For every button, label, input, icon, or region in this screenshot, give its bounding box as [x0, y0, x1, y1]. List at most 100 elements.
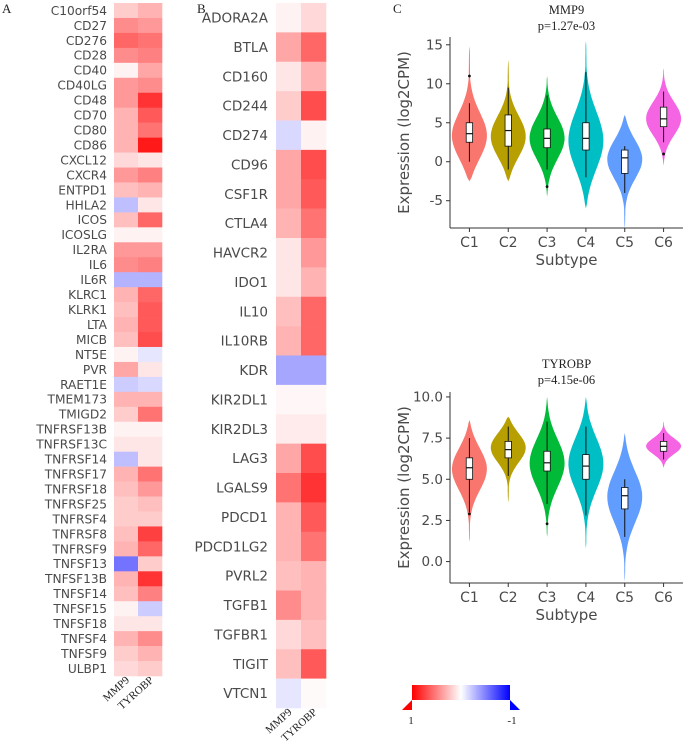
chart-title: TYROBP — [542, 357, 591, 371]
heat-cell-tnfsf14-mmp9 — [114, 586, 139, 602]
row-label-adora2a: ADORA2A — [202, 11, 269, 27]
heat-cell-pdcd1-mmp9 — [276, 502, 302, 533]
heat-cell-btla-tyrobp — [301, 32, 327, 63]
box-c1 — [465, 122, 474, 143]
x-tick-label-c5: C5 — [615, 590, 634, 606]
y-tick-label: -5 — [430, 193, 443, 209]
heat-cell-tnfsf13b-tyrobp — [138, 571, 163, 587]
row-label-hhla2: HHLA2 — [66, 198, 108, 212]
heat-cell-tnfsf9-mmp9 — [114, 646, 139, 662]
heat-cell-pdcd1-tyrobp — [301, 502, 327, 533]
chart-subtitle: p=4.15e-06 — [538, 373, 595, 387]
row-label-tnfsf13b: TNFSF13B — [44, 572, 107, 586]
x-tick-label-c4: C4 — [577, 235, 596, 251]
heat-cell-icoslg-mmp9 — [114, 227, 139, 243]
x-tick-label-c3: C3 — [538, 590, 557, 606]
x-tick-label-c5: C5 — [615, 235, 634, 251]
x-tick-label-c1: C1 — [460, 590, 479, 606]
heat-cell-c10orf54-mmp9 — [114, 3, 139, 19]
row-label-tnfrsf8: TNFRSF8 — [51, 527, 107, 541]
row-label-il6r: IL6R — [80, 273, 107, 287]
y-tick-label: 5 — [434, 115, 443, 131]
heat-cell-icoslg-tyrobp — [138, 227, 163, 243]
row-label-ctla4: CTLA4 — [225, 216, 268, 232]
heat-cell-micb-mmp9 — [114, 332, 139, 348]
heat-cell-ulbp1-mmp9 — [114, 661, 139, 677]
heat-cell-cd40lg-mmp9 — [114, 77, 139, 94]
row-label-tnfrsf25: TNFRSF25 — [44, 497, 107, 511]
heat-cell-havcr2-mmp9 — [276, 238, 302, 268]
heat-cell-tgfb1-mmp9 — [276, 590, 302, 621]
heat-cell-tnfsf13b-mmp9 — [114, 571, 139, 587]
heat-cell-cd274-mmp9 — [276, 120, 302, 151]
row-label-micb: MICB — [76, 333, 107, 347]
x-tick-label-c3: C3 — [538, 235, 557, 251]
row-label-ido1: IDO1 — [234, 275, 268, 291]
row-label-cd244: CD244 — [222, 99, 268, 115]
heat-cell-klrk1-mmp9 — [114, 302, 139, 318]
heat-cell-cd28-tyrobp — [138, 47, 163, 64]
row-label-il10rb: IL10RB — [221, 334, 268, 350]
heat-cell-tnfsf9-tyrobp — [138, 646, 163, 662]
row-label-klrc1: KLRC1 — [68, 288, 107, 302]
outlier-point — [545, 522, 549, 526]
heat-cell-entpd1-tyrobp — [138, 182, 163, 198]
heat-cell-il6-mmp9 — [114, 257, 139, 273]
heat-cell-cxcl12-tyrobp — [138, 152, 163, 168]
box-c4 — [582, 122, 590, 151]
x-tick-label-c6: C6 — [654, 590, 673, 606]
row-label-cd40lg: CD40LG — [57, 79, 107, 93]
heat-cell-il10-mmp9 — [276, 296, 302, 327]
row-label-icoslg: ICOSLG — [61, 228, 107, 242]
row-label-tnfrsf9: TNFRSF9 — [51, 542, 107, 556]
heat-cell-il10-tyrobp — [301, 296, 327, 327]
y-axis-title: Expression (log2CPM) — [395, 406, 413, 569]
row-label-cxcr4: CXCR4 — [66, 168, 107, 182]
heat-cell-klrc1-tyrobp — [138, 287, 163, 303]
heat-cell-il10rb-tyrobp — [301, 326, 327, 356]
row-label-pdcd1: PDCD1 — [221, 510, 268, 526]
heat-cell-pdcd1lg2-tyrobp — [301, 531, 327, 562]
chart-subtitle: p=1.27e-03 — [538, 19, 595, 33]
row-label-tgfbr1: TGFBR1 — [213, 627, 268, 643]
x-tick-label-c2: C2 — [499, 590, 518, 606]
heat-cell-tnfrsf9-mmp9 — [114, 541, 139, 557]
row-label-havcr2: HAVCR2 — [213, 246, 268, 262]
heat-cell-tnfrsf13c-tyrobp — [138, 436, 163, 452]
heat-cell-cd160-tyrobp — [301, 61, 327, 92]
heat-cell-tigit-mmp9 — [276, 649, 302, 679]
heat-cell-klrc1-mmp9 — [114, 287, 139, 303]
outlier-point — [545, 185, 549, 189]
heat-cell-tnfsf18-tyrobp — [138, 616, 163, 632]
row-label-vtcn1: VTCN1 — [223, 686, 268, 702]
outlier-point — [468, 512, 471, 516]
row-label-tnfrsf14: TNFRSF14 — [44, 453, 108, 467]
heat-cell-tgfb1-tyrobp — [301, 590, 327, 621]
x-tick-label-c1: C1 — [460, 235, 479, 251]
row-label-btla: BTLA — [233, 40, 268, 56]
x-axis-title: Subtype — [535, 606, 597, 624]
heat-cell-lag3-tyrobp — [301, 443, 327, 474]
heat-cell-cd28-mmp9 — [114, 47, 139, 64]
heat-cell-raet1e-mmp9 — [114, 376, 139, 393]
chart-title: MMP9 — [549, 3, 584, 17]
row-label-raet1e: RAET1E — [60, 378, 107, 392]
box-c5 — [621, 149, 629, 174]
heat-cell-cd40-mmp9 — [114, 62, 139, 79]
heat-cell-il6-tyrobp — [138, 257, 163, 273]
row-label-kdr: KDR — [239, 363, 268, 379]
heat-cell-pvr-tyrobp — [138, 361, 163, 378]
heat-cell-tnfrsf4-mmp9 — [114, 511, 139, 527]
row-label-tnfsf18: TNFSF18 — [52, 617, 107, 631]
heat-cell-lta-tyrobp — [138, 317, 163, 333]
heat-cell-tnfrsf17-mmp9 — [114, 466, 139, 482]
y-tick-label: 10.0 — [413, 389, 443, 405]
heat-cell-cd244-mmp9 — [276, 91, 302, 121]
heat-cell-csf1r-mmp9 — [276, 179, 302, 209]
row-label-nt5e: NT5E — [75, 348, 107, 362]
row-label-tnfrsf4: TNFRSF4 — [51, 512, 107, 526]
row-label-il2ra: IL2RA — [73, 243, 108, 257]
heat-cell-cd96-mmp9 — [276, 149, 302, 180]
heat-cell-pdcd1lg2-mmp9 — [276, 531, 302, 562]
